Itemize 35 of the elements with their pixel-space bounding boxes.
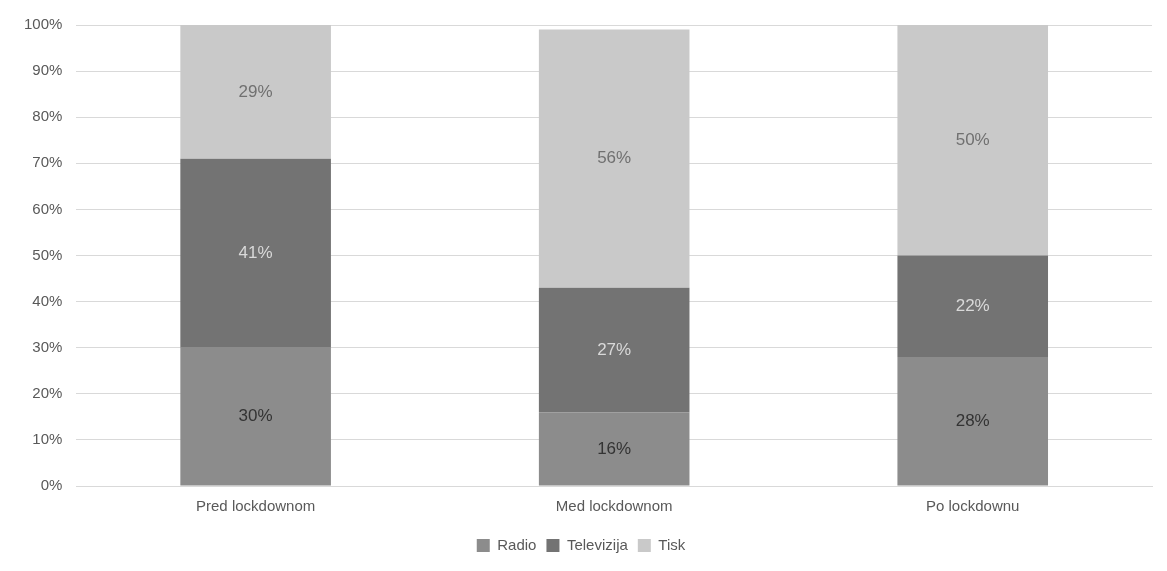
y-tick-label: 20%: [32, 383, 63, 401]
x-tick-label: Po lockdownu: [926, 497, 1020, 515]
y-tick-label: 60%: [32, 199, 63, 217]
y-tick-label: 10%: [32, 430, 63, 448]
bar: [897, 356, 1049, 486]
legend-label: Tisk: [658, 535, 686, 553]
bar: [538, 412, 690, 486]
bar: [897, 255, 1049, 357]
y-tick-label: 100%: [23, 15, 63, 33]
data-label: 30%: [238, 406, 273, 426]
data-label: 16%: [597, 438, 632, 458]
y-tick-label: 40%: [32, 291, 63, 309]
data-label: 41%: [238, 242, 273, 262]
bar: [897, 25, 1049, 256]
y-tick-label: 70%: [32, 153, 63, 171]
y-tick-label: 50%: [32, 245, 63, 263]
y-tick-label: 90%: [32, 61, 63, 79]
bar: [180, 347, 331, 486]
data-label: 28%: [955, 410, 990, 430]
data-label: 29%: [238, 81, 273, 101]
bar: [538, 287, 690, 413]
y-tick-label: 0%: [40, 476, 63, 494]
x-tick-label: Pred lockdownom: [196, 497, 316, 515]
bar: [538, 29, 690, 288]
y-tick-label: 30%: [32, 337, 63, 355]
data-label: 56%: [597, 148, 632, 168]
y-tick-label: 80%: [32, 107, 63, 125]
data-label: 27%: [597, 339, 632, 359]
x-tick-label: Med lockdownom: [555, 497, 673, 515]
data-label: 22%: [955, 295, 990, 315]
legend-label: Radio: [497, 535, 537, 553]
data-label: 50%: [955, 129, 990, 149]
legend-label: Televizija: [566, 535, 629, 553]
bar: [180, 158, 331, 348]
bar: [180, 25, 331, 159]
